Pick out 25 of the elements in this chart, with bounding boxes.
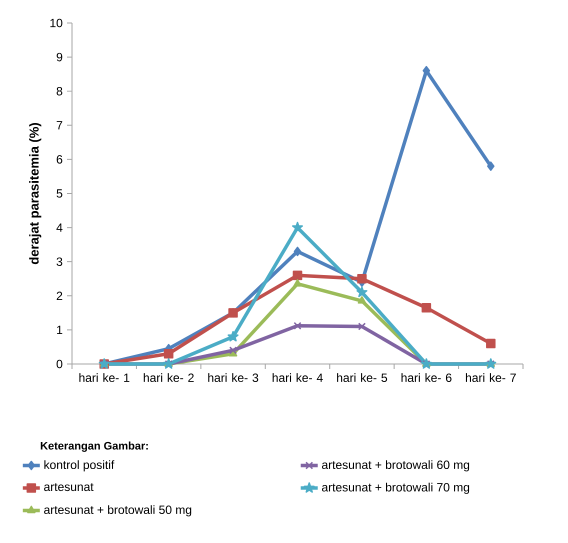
y-tick-label: 4 — [56, 223, 62, 232]
x-tick-label: hari ke- 5 — [337, 373, 388, 382]
x-tick-label: hari ke- 3 — [208, 373, 258, 382]
legend-title: Keterangan Gambar: — [40, 442, 148, 452]
x-tick-label: hari ke- 7 — [466, 373, 516, 382]
legend-label: artesunat — [44, 483, 94, 492]
legend-label: artesunat + brotowali 60 mg — [322, 460, 470, 472]
legend-label: artesunat + brotowali 70 mg — [322, 482, 470, 494]
y-tick-label: 6 — [56, 155, 62, 164]
y-tick-label: 10 — [50, 18, 62, 28]
x-tick-label: hari ke- 2 — [144, 373, 194, 382]
y-tick-label: 9 — [56, 52, 62, 62]
y-tick-label: 5 — [56, 189, 62, 198]
y-tick-label: 2 — [56, 292, 62, 300]
x-tick-label: hari ke- 4 — [272, 373, 323, 382]
y-axis-title: derajat parasitemia (%) — [29, 122, 42, 264]
y-tick-label: 3 — [56, 257, 62, 266]
legend-label: kontrol positif — [44, 460, 114, 472]
x-tick-label: hari ke- 6 — [402, 373, 452, 382]
x-tick-label: hari ke- 1 — [79, 373, 130, 382]
y-tick-label: 8 — [56, 86, 62, 96]
y-tick-label: 7 — [56, 121, 62, 130]
y-tick-label: 1 — [57, 326, 62, 334]
legend-label: artesunat + brotowali 50 mg — [44, 505, 192, 516]
y-tick-label: 0 — [56, 360, 62, 368]
